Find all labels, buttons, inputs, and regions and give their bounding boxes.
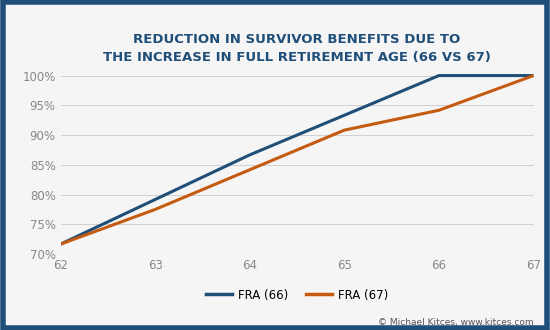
Title: REDUCTION IN SURVIVOR BENEFITS DUE TO
THE INCREASE IN FULL RETIREMENT AGE (66 VS: REDUCTION IN SURVIVOR BENEFITS DUE TO TH… <box>103 33 491 64</box>
FRA (66) <box>152 198 158 202</box>
FRA (66) <box>57 242 64 246</box>
FRA (67) <box>246 168 253 172</box>
Line: FRA (66): FRA (66) <box>60 76 534 244</box>
FRA (66) <box>530 74 537 78</box>
FRA (66) <box>436 74 442 78</box>
FRA (66) <box>341 113 348 117</box>
Text: © Michael Kitces, www.kitces.com: © Michael Kitces, www.kitces.com <box>378 318 534 327</box>
FRA (67) <box>436 108 442 112</box>
FRA (67) <box>57 242 64 246</box>
Legend: FRA (66), FRA (67): FRA (66), FRA (67) <box>201 284 393 306</box>
FRA (66) <box>246 153 253 157</box>
FRA (67) <box>530 74 537 78</box>
FRA (67) <box>152 208 158 212</box>
Line: FRA (67): FRA (67) <box>60 76 534 244</box>
FRA (67) <box>341 128 348 132</box>
